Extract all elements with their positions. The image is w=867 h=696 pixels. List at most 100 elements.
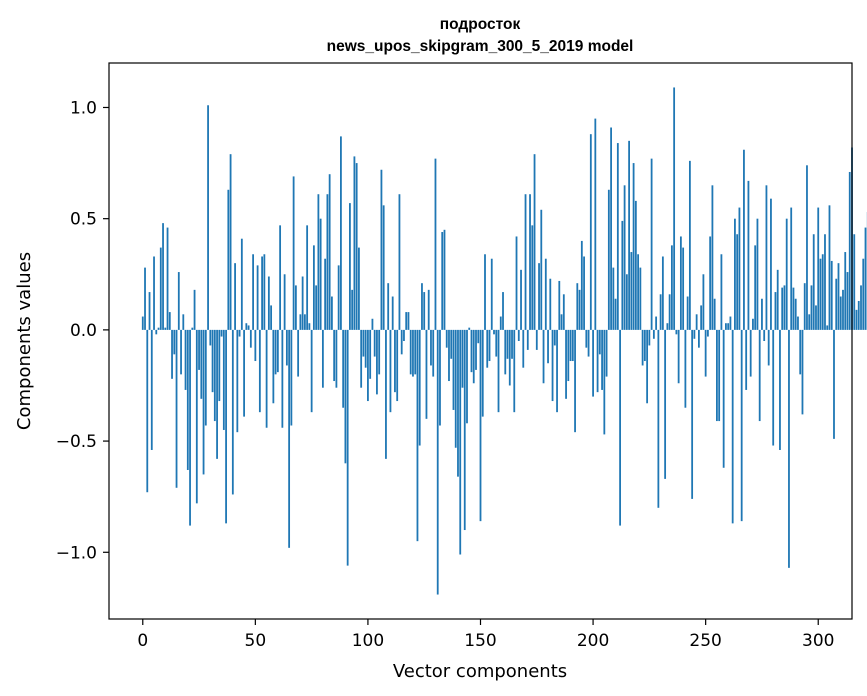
bar-314 — [848, 171, 851, 330]
bar-56 — [267, 276, 270, 330]
y-axis-label: Components values — [14, 252, 35, 430]
bar-317 — [855, 309, 858, 330]
bar-119 — [409, 329, 412, 375]
bar-70 — [299, 314, 302, 330]
bar-160 — [502, 292, 504, 330]
bar-288 — [790, 207, 793, 330]
bar-18 — [182, 314, 185, 330]
bar-162 — [506, 329, 509, 359]
x-tick-label: 250 — [689, 631, 721, 651]
bar-281 — [774, 292, 777, 330]
bar-2 — [146, 329, 149, 493]
x-axis-label: Vector components — [393, 661, 567, 682]
bar-77 — [315, 285, 318, 330]
bar-31 — [211, 329, 214, 393]
bar-187 — [562, 294, 565, 330]
bar-86 — [335, 329, 338, 388]
bar-114 — [398, 194, 401, 330]
bar-134 — [443, 229, 446, 330]
bar-266 — [740, 329, 743, 522]
bar-164 — [511, 329, 513, 359]
bar-279 — [770, 198, 772, 330]
bar-251 — [707, 329, 709, 337]
bar-0 — [141, 316, 144, 330]
bar-234 — [668, 294, 671, 330]
bar-313 — [846, 272, 849, 330]
bar-109 — [387, 283, 390, 330]
bar-250 — [704, 329, 707, 377]
bar-153 — [486, 329, 489, 368]
bar-226 — [650, 158, 653, 330]
bar-289 — [792, 287, 795, 330]
bar-188 — [565, 329, 567, 399]
bar-148 — [475, 329, 477, 370]
bar-62 — [281, 329, 284, 428]
bar-16 — [177, 272, 180, 330]
bar-321 — [864, 227, 867, 330]
bar-291 — [797, 316, 799, 330]
bar-265 — [738, 207, 741, 330]
bar-248 — [700, 305, 703, 330]
bar-110 — [389, 329, 392, 413]
bar-26 — [200, 329, 203, 399]
bar-249 — [702, 274, 705, 330]
bar-121 — [414, 329, 417, 375]
bar-230 — [659, 294, 662, 330]
bar-54 — [263, 254, 266, 330]
bar-180 — [547, 329, 549, 364]
bar-91 — [346, 329, 349, 566]
bar-5 — [153, 256, 155, 330]
bar-147 — [472, 329, 475, 384]
bar-28 — [204, 329, 207, 426]
bar-252 — [709, 236, 712, 330]
bar-193 — [576, 283, 579, 330]
bar-165 — [513, 329, 516, 413]
bar-175 — [535, 329, 538, 350]
bar-21 — [189, 329, 191, 526]
bar-102 — [371, 318, 374, 330]
chart-title-line2: news_upos_skipgram_300_5_2019 model — [327, 38, 634, 55]
bar-207 — [607, 189, 610, 330]
bar-6 — [155, 329, 158, 335]
bar-104 — [376, 329, 378, 395]
bar-118 — [407, 312, 410, 330]
bar-30 — [209, 329, 212, 346]
bar-189 — [567, 329, 570, 382]
bar-239 — [679, 236, 682, 330]
bar-141 — [459, 329, 462, 555]
bar-182 — [551, 329, 554, 402]
bar-228 — [655, 316, 658, 330]
bar-235 — [670, 245, 673, 330]
bar-168 — [520, 269, 522, 330]
bar-124 — [421, 283, 423, 330]
bar-1 — [144, 267, 146, 330]
bar-256 — [718, 329, 721, 422]
bar-287 — [788, 329, 790, 568]
bar-130 — [434, 158, 437, 330]
bar-298 — [812, 234, 815, 330]
bar-282 — [776, 269, 779, 330]
bar-51 — [256, 265, 259, 330]
bar-52 — [258, 329, 261, 413]
bar-105 — [378, 329, 381, 375]
bar-80 — [321, 329, 324, 388]
bar-98 — [362, 329, 365, 357]
bar-66 — [290, 329, 293, 426]
bar-210 — [614, 298, 617, 330]
bar-15 — [175, 329, 178, 488]
bar-115 — [400, 329, 403, 355]
bar-268 — [745, 329, 748, 390]
bar-171 — [526, 329, 529, 350]
bar-274 — [758, 329, 761, 422]
bar-275 — [761, 298, 763, 330]
bar-40 — [231, 329, 234, 495]
bar-201 — [594, 118, 597, 330]
bar-94 — [353, 156, 356, 330]
bar-155 — [490, 258, 493, 330]
bar-158 — [497, 329, 500, 413]
x-tick-label: 0 — [137, 631, 148, 651]
bar-39 — [229, 154, 232, 330]
bar-128 — [430, 329, 432, 366]
bar-177 — [540, 209, 543, 330]
bar-311 — [842, 289, 844, 330]
